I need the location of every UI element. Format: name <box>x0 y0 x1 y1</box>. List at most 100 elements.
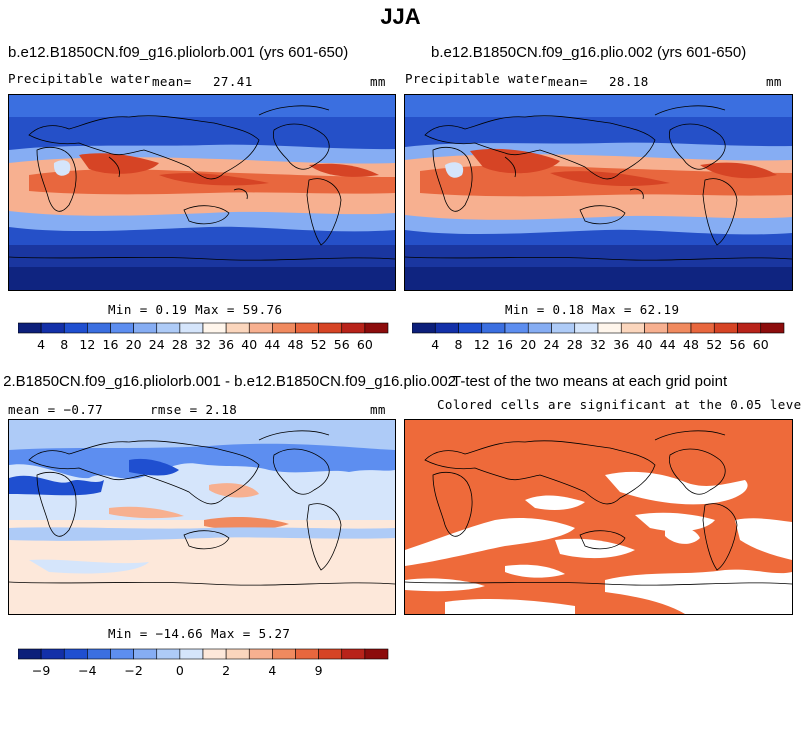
panel1-units: mm <box>370 74 386 89</box>
panel1-colorbar-swatch <box>272 322 296 334</box>
panel2-colorbar-swatch <box>481 322 506 334</box>
panel2-colorbar-tick-label: 40 <box>637 337 653 352</box>
panel3-colorbar-swatch <box>364 648 389 660</box>
panel2-colorbar-swatch <box>737 322 762 334</box>
panel3-colorbar-swatch <box>295 648 319 660</box>
panel2-colorbar-swatch <box>620 322 645 334</box>
panel1-map <box>8 94 396 291</box>
panel2-colorbar-swatch <box>760 322 785 334</box>
panel3-colorbar: −9 −4 −2 0 2 4 9 <box>17 648 390 687</box>
panel1-colorbar-tick-label: 56 <box>334 337 350 352</box>
panel1-colorbar-tick-label: 44 <box>264 337 280 352</box>
panel2-colorbar-tick-label: 12 <box>474 337 490 352</box>
panel3-minmax: Min = −14.66 Max = 5.27 <box>108 626 291 641</box>
panel2-colorbar-swatch <box>713 322 738 334</box>
panel1-colorbar-tick-label: 32 <box>195 337 211 352</box>
panel3-colorbar-swatch <box>87 648 111 660</box>
panel1-colorbar-swatch <box>225 322 250 334</box>
panel1-colorbar-swatch <box>248 322 273 334</box>
panel3-colorbar-swatch <box>133 648 158 660</box>
panel1-colorbar-swatch <box>179 322 204 334</box>
panel2-colorbar-tick-label: 56 <box>730 337 746 352</box>
panel1-colorbar-tick-label: 4 <box>37 337 45 352</box>
panel2-colorbar-tick-label: 52 <box>706 337 722 352</box>
panel1-colorbar-swatch <box>318 322 343 334</box>
panel1-colorbar-tick-label: 24 <box>149 337 165 352</box>
panel2-colorbar-tick-label: 44 <box>660 337 676 352</box>
panel1-colorbar-swatch <box>364 322 389 334</box>
panel2-colorbar-swatch <box>527 322 552 334</box>
panel2-colorbar-swatch <box>690 322 715 334</box>
panel2-colorbar-tick-label: 24 <box>544 337 560 352</box>
panel1-colorbar-tick-label: 16 <box>103 337 119 352</box>
panel2-colorbar-tick-label: 36 <box>613 337 629 352</box>
panel2-colorbar-swatch <box>434 322 459 334</box>
panel1-colorbar-swatch <box>295 322 319 334</box>
panel2-colorbar-tick-label: 60 <box>753 337 769 352</box>
panel3-colorbar-swatch <box>225 648 250 660</box>
panel1-colorbar-tick-label: 48 <box>288 337 304 352</box>
panel1-colorbar: 4 8 12 16 20 24 28 32 36 40 44 48 52 56 60 <box>17 322 390 361</box>
panel1-mean-label: mean= <box>152 74 192 89</box>
panel3-mean: mean = −0.77 <box>8 402 104 417</box>
panel1-colorbar-tick-label: 36 <box>218 337 234 352</box>
panel1-colorbar-tick-label: 52 <box>311 337 327 352</box>
panel1-colorbar-swatch <box>87 322 111 334</box>
panel2-mean-label: mean= <box>548 74 588 89</box>
panel3-colorbar-swatch <box>341 648 366 660</box>
panel2-colorbar-swatch <box>644 322 669 334</box>
panel2-colorbar-swatch <box>551 322 576 334</box>
panel3-colorbar-swatch <box>248 648 273 660</box>
panel1-minmax: Min = 0.19 Max = 59.76 <box>108 302 283 317</box>
panel3-colorbar-swatch <box>272 648 296 660</box>
panel3-colorbar-tick-label: 0 <box>176 663 184 678</box>
panel3-colorbar-tick-label: 2 <box>222 663 230 678</box>
panel2-units: mm <box>766 74 782 89</box>
panel1-colorbar-tick-label: 12 <box>79 337 95 352</box>
panel1-title: b.e12.B1850CN.f09_g16.pliolorb.001 (yrs … <box>8 44 349 61</box>
panel2-colorbar-tick-label: 28 <box>567 337 583 352</box>
panel2-colorbar-swatch <box>597 322 622 334</box>
panel3-colorbar-swatch <box>17 648 42 660</box>
panel3-colorbar-swatch <box>202 648 227 660</box>
panel3-colorbar-tick-label: −9 <box>32 663 50 678</box>
panel3-units: mm <box>370 402 386 417</box>
panel1-colorbar-swatch <box>202 322 227 334</box>
panel3-map <box>8 419 396 615</box>
panel1-colorbar-tick-label: 20 <box>126 337 142 352</box>
panel1-colorbar-swatch <box>17 322 42 334</box>
panel3-colorbar-tick-label: 9 <box>315 663 323 678</box>
panel1-colorbar-tick-label: 60 <box>357 337 373 352</box>
panel3-colorbar-swatch <box>63 648 88 660</box>
panel1-colorbar-swatch <box>63 322 88 334</box>
panel1-colorbar-tick-label: 28 <box>172 337 188 352</box>
panel4-subtitle: Colored cells are significant at the 0.0… <box>437 397 801 412</box>
panel3-title: b.e12.B1850CN.f09_g16.pliolorb.001 - b.e… <box>4 373 456 390</box>
panel3-colorbar-swatch <box>318 648 343 660</box>
panel2-colorbar-swatch <box>504 322 529 334</box>
panel4-map <box>404 419 793 615</box>
panel3-colorbar-swatch <box>156 648 181 660</box>
panel2-colorbar-tick-label: 16 <box>497 337 513 352</box>
panel2-colorbar-swatch <box>411 322 436 334</box>
panel2-colorbar-swatch <box>458 322 483 334</box>
panel3-rmse: rmse = 2.18 <box>150 402 238 417</box>
panel1-colorbar-swatch <box>341 322 366 334</box>
panel2-colorbar-swatch <box>574 322 599 334</box>
panel2-colorbar-tick-label: 20 <box>520 337 536 352</box>
panel2-minmax: Min = 0.18 Max = 62.19 <box>505 302 680 317</box>
panel2-colorbar-tick-label: 4 <box>431 337 439 352</box>
panel1-mean-value: 27.41 <box>213 74 253 89</box>
panel2-colorbar-tick-label: 48 <box>683 337 699 352</box>
panel3-colorbar-tick-label: −2 <box>124 663 142 678</box>
panel3-colorbar-swatch <box>110 648 134 660</box>
panel2-mean-value: 28.18 <box>609 74 649 89</box>
panel1-colorbar-tick-label: 8 <box>60 337 68 352</box>
panel2-variable: Precipitable water <box>405 71 548 86</box>
panel2-colorbar-tick-label: 32 <box>590 337 606 352</box>
panel1-colorbar-swatch <box>156 322 181 334</box>
panel2-colorbar: 4 8 12 16 20 24 28 32 36 40 44 48 52 56 60 <box>411 322 786 361</box>
panel2-colorbar-tick-label: 8 <box>455 337 463 352</box>
panel2-colorbar-swatch <box>667 322 692 334</box>
figure-title: JJA <box>380 4 421 29</box>
